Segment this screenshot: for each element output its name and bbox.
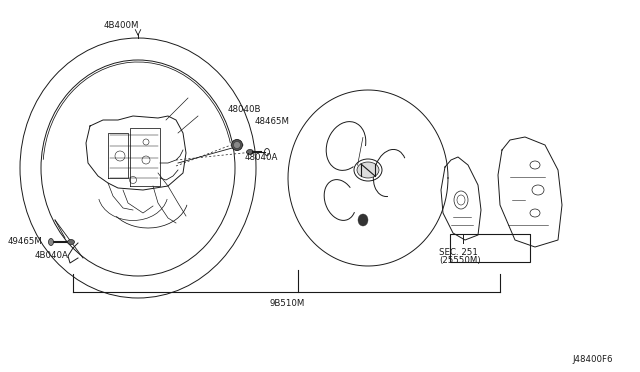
Text: 48465M: 48465M [255,117,290,126]
Ellipse shape [49,238,54,246]
Text: 48040B: 48040B [228,105,262,114]
Ellipse shape [246,150,253,154]
Text: 48040A: 48040A [245,153,278,162]
Ellipse shape [358,214,368,226]
Ellipse shape [232,140,243,151]
Text: 4B040A: 4B040A [35,251,69,260]
Ellipse shape [357,162,379,178]
Ellipse shape [234,141,241,148]
Text: 9B510M: 9B510M [270,299,305,308]
Text: 49465M: 49465M [8,237,43,246]
Text: (25550M): (25550M) [439,256,481,265]
Text: SEC. 251: SEC. 251 [439,248,478,257]
Bar [450,234,530,262]
Text: J48400F6: J48400F6 [572,355,612,364]
Text: 4B400M: 4B400M [104,21,140,30]
Ellipse shape [67,240,74,244]
